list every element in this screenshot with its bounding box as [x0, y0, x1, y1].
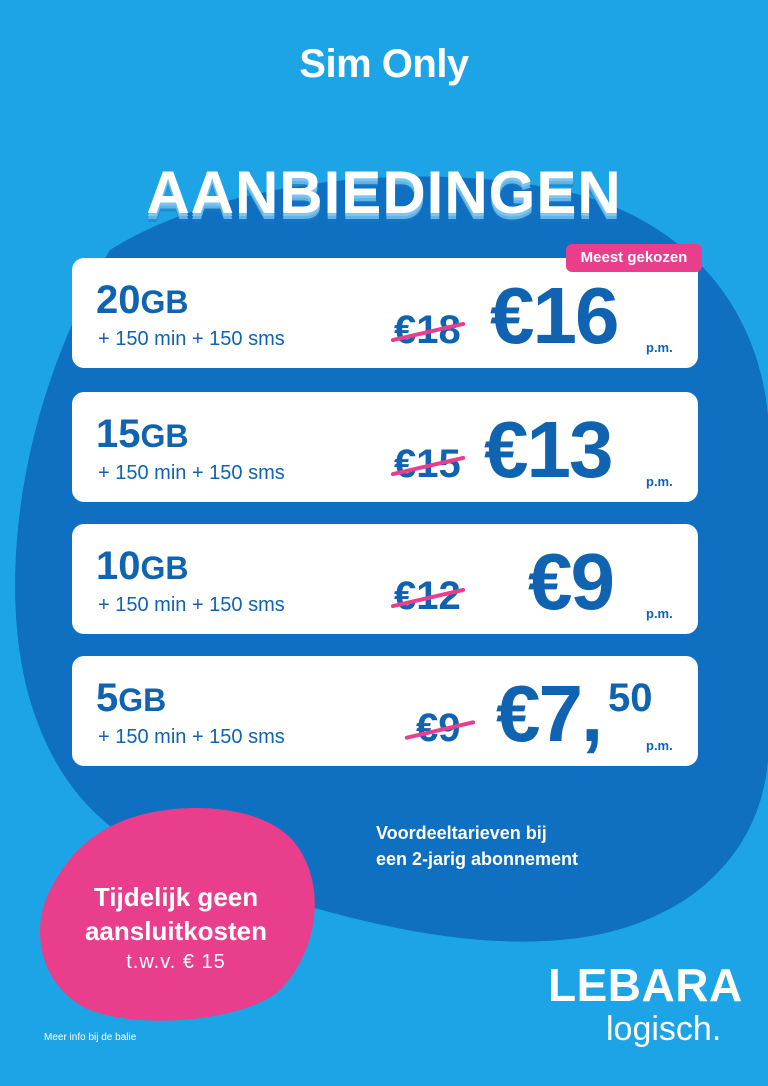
offer-extras: + 150 min + 150 sms — [98, 462, 285, 484]
brand-slogan: logisch. — [606, 1010, 722, 1048]
contract-note: Voordeeltarieven bij een 2-jarig abonnem… — [376, 823, 579, 869]
brand-logo: LEBARA — [548, 959, 743, 1011]
per-month-label: p.m. — [646, 340, 673, 355]
offer-card-20gb: 20GB + 150 min + 150 sms €18 €16 p.m. — [72, 258, 698, 368]
data-amount: 10GB — [96, 544, 189, 588]
offer-card-10gb: 10GB + 150 min + 150 sms €12 €9 p.m. — [72, 524, 698, 634]
offer-extras: + 150 min + 150 sms — [98, 726, 285, 748]
data-amount: 20GB — [96, 278, 189, 322]
price: €9 — [528, 537, 615, 626]
pink-blob — [40, 807, 315, 1021]
price: €13 — [484, 405, 613, 494]
per-month-label: p.m. — [646, 474, 673, 489]
price: €16 — [490, 271, 619, 360]
price: €7, — [496, 669, 603, 758]
offer-card-5gb: 5GB + 150 min + 150 sms €9 €7, 50 p.m. — [72, 656, 698, 766]
per-month-label: p.m. — [646, 738, 673, 753]
most-chosen-badge: Meest gekozen — [566, 244, 702, 272]
data-amount: 5GB — [96, 676, 167, 720]
data-amount: 15GB — [96, 412, 189, 456]
offer-extras: + 150 min + 150 sms — [98, 328, 285, 350]
offer-extras: + 150 min + 150 sms — [98, 594, 285, 616]
promo-text: Tijdelijk geen aansluitkosten t.w.v. € 1… — [84, 882, 268, 973]
page-title: AANBIEDINGEN — [146, 159, 622, 226]
price-cents: 50 — [608, 676, 653, 720]
per-month-label: p.m. — [646, 606, 673, 621]
footnote: Meer info bij de balie — [44, 1032, 137, 1043]
subtitle: Sim Only — [299, 42, 469, 86]
offer-card-15gb: 15GB + 150 min + 150 sms €15 €13 p.m. — [72, 392, 698, 502]
